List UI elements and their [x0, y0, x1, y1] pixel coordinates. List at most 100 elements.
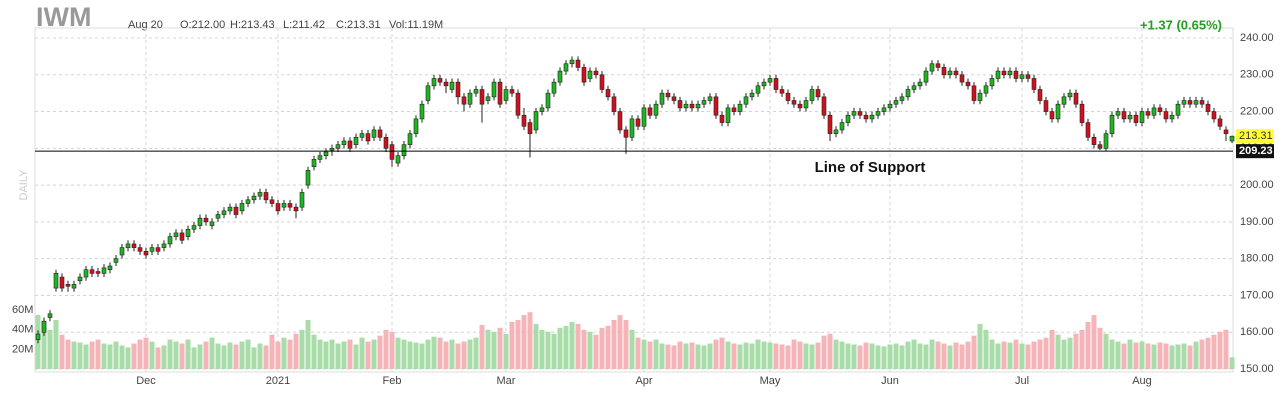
volume-bar	[431, 336, 437, 369]
candle-body	[359, 133, 365, 138]
candle-body	[719, 114, 725, 123]
volume-bar	[887, 344, 893, 369]
candle-body	[581, 67, 587, 83]
volume-bar	[479, 324, 485, 369]
volume-bar	[1205, 337, 1211, 369]
candle-body	[563, 63, 569, 72]
volume-bar	[1199, 339, 1205, 369]
volume-bar	[1097, 327, 1103, 369]
candle-body	[341, 140, 347, 145]
volume-bar	[1019, 343, 1025, 369]
candle-body	[299, 192, 305, 208]
candle-body	[263, 192, 269, 201]
volume-bar	[653, 339, 659, 369]
volume-bar	[557, 327, 563, 369]
volume-bar	[671, 345, 677, 369]
candle-body	[737, 103, 743, 112]
candle-body	[935, 63, 941, 68]
y-tick-label: 190.00	[1240, 216, 1274, 228]
candle-body	[1217, 118, 1223, 127]
volume-bar	[179, 343, 185, 369]
volume-bar	[395, 337, 401, 369]
candle-body	[1085, 122, 1091, 138]
candle-body	[1055, 103, 1061, 120]
candle-body	[149, 247, 155, 252]
candle-body	[605, 89, 611, 98]
volume-bar	[551, 333, 557, 369]
volume-bar	[857, 345, 863, 369]
candle-body	[839, 122, 845, 131]
volume-bar	[353, 344, 359, 369]
candle-body	[1103, 133, 1109, 149]
volume-bar	[689, 342, 695, 369]
volume-bar	[197, 344, 203, 369]
volume-bar	[1073, 333, 1079, 369]
candle-body	[65, 284, 71, 287]
candle-body	[155, 247, 161, 252]
volume-bar	[953, 342, 959, 369]
volume-bar	[1175, 344, 1181, 369]
volume-bar	[647, 341, 653, 369]
volume-bar	[587, 331, 593, 369]
candle-body	[635, 118, 641, 127]
volume-bar	[1025, 344, 1031, 369]
candle-body	[863, 114, 869, 120]
candle-body	[851, 111, 857, 116]
last-price: 213.31	[1239, 130, 1273, 142]
candle-body	[485, 96, 491, 101]
volume-bar	[827, 333, 833, 369]
volume-bar	[155, 347, 161, 369]
candle-body	[269, 199, 275, 204]
candle-body	[167, 236, 173, 245]
candle-body	[833, 129, 839, 134]
candle-body	[725, 107, 731, 123]
candle-body	[971, 85, 977, 101]
volume-bar	[719, 337, 725, 369]
candle-body	[449, 81, 455, 90]
x-tick-label: Jul	[1015, 375, 1029, 387]
volume-bar	[269, 334, 275, 369]
volume-bar	[383, 329, 389, 369]
volume-bar	[863, 342, 869, 369]
x-tick-label: May	[760, 375, 781, 387]
volume-bar	[509, 321, 515, 369]
y-tick-label: 200.00	[1240, 179, 1274, 191]
volume-bar	[881, 346, 887, 369]
candle-body	[527, 122, 533, 134]
volume-bar	[1013, 339, 1019, 369]
volume-bar	[95, 339, 101, 369]
volume-bar	[677, 341, 683, 369]
volume-bar	[275, 341, 281, 369]
candle-body	[203, 217, 209, 223]
candle-body	[905, 89, 911, 98]
candle-body	[347, 140, 353, 149]
candle-body	[569, 59, 575, 65]
support-price: 209.23	[1239, 145, 1273, 157]
volume-bar	[1109, 339, 1115, 369]
candle-body	[743, 96, 749, 105]
volume-bar	[239, 341, 245, 369]
candle-body	[677, 100, 683, 109]
volume-bar	[875, 345, 881, 369]
volume-bar	[971, 335, 977, 369]
candle-body	[671, 96, 677, 101]
volume-bar	[773, 343, 779, 369]
volume-bar	[173, 341, 179, 369]
candle-body	[1067, 92, 1073, 98]
candle-body	[1163, 111, 1169, 120]
volume-bar	[1169, 345, 1175, 369]
volume-bar	[935, 341, 941, 369]
candle-body	[1223, 129, 1229, 134]
low-label: L:211.42	[283, 19, 325, 31]
candle-body	[371, 129, 377, 138]
volume-bar	[1217, 331, 1223, 369]
candle-body	[425, 85, 431, 101]
volume-bar	[485, 329, 491, 369]
volume-bar	[1085, 321, 1091, 369]
period: DAILY	[18, 169, 30, 201]
candle-body	[1157, 107, 1163, 112]
volume-bar	[1079, 329, 1085, 369]
candle-body	[515, 92, 521, 116]
volume-bar	[869, 343, 875, 369]
volume-bar	[695, 344, 701, 369]
